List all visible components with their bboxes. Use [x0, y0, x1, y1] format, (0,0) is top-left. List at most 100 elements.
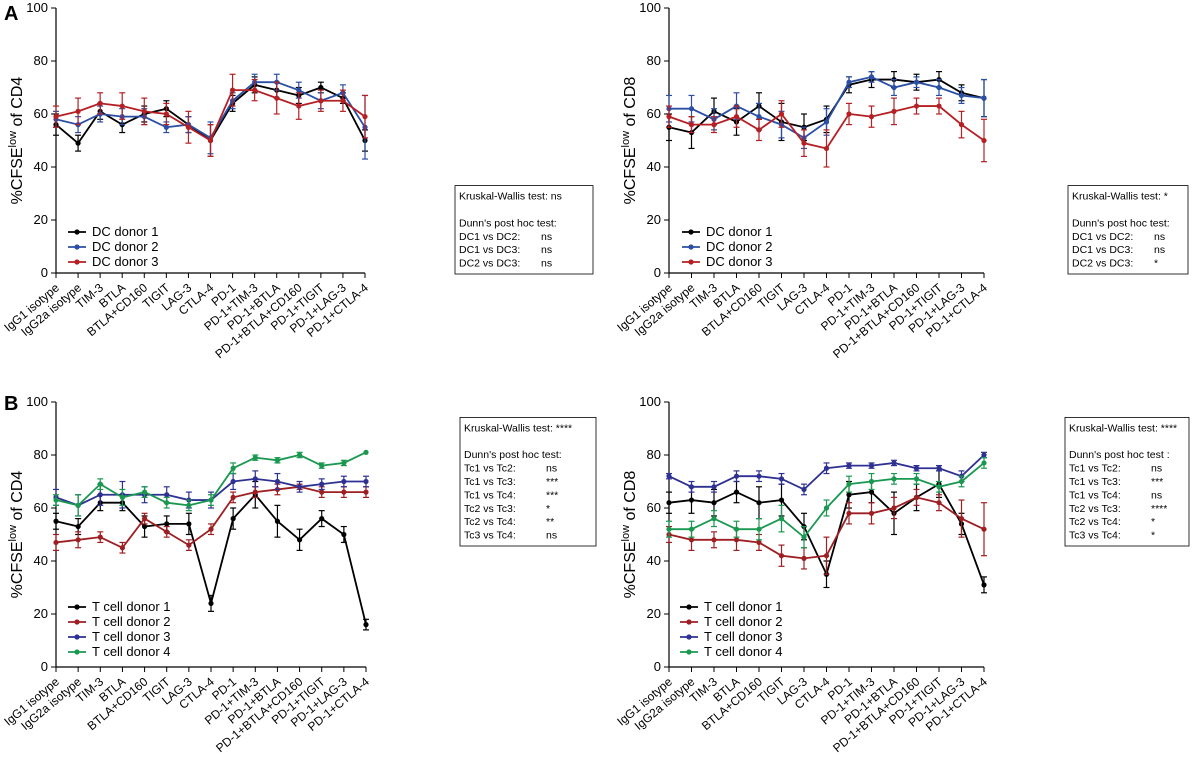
data-point — [981, 582, 987, 588]
legend-marker — [74, 619, 80, 625]
legend-label: DC donor 1 — [706, 224, 772, 239]
data-point — [53, 518, 59, 524]
stats-line: Kruskal-Wallis test: **** — [1069, 422, 1177, 434]
data-point — [823, 505, 830, 511]
data-point — [230, 516, 236, 522]
data-point — [252, 455, 258, 461]
legend-marker — [686, 604, 692, 610]
data-point — [186, 521, 192, 527]
stats-line: Tc3 vs Tc4: — [464, 530, 516, 542]
data-point — [164, 500, 170, 506]
legend-marker — [74, 634, 80, 640]
stats-line: Kruskal-Wallis test: **** — [464, 422, 572, 434]
data-point — [688, 122, 695, 128]
data-point — [53, 114, 59, 120]
series-dc-donor-3 — [53, 73, 368, 157]
stats-line: DC2 vs DC3: — [1072, 258, 1133, 270]
data-point — [823, 145, 830, 152]
data-point — [733, 114, 740, 120]
data-point — [823, 465, 830, 471]
data-point — [666, 526, 672, 532]
legend-marker — [74, 649, 80, 655]
data-point — [318, 98, 324, 104]
data-point — [711, 537, 717, 543]
y-tick-label: 20 — [647, 606, 661, 621]
data-point — [186, 542, 192, 548]
legend-marker — [686, 619, 692, 625]
stats-box — [1064, 416, 1190, 547]
stats-line: Dunn's post hoc test: — [464, 449, 562, 461]
y-tick-label: 100 — [26, 394, 48, 409]
data-point — [75, 140, 81, 146]
stats-line: DC1 vs DC2: — [1072, 231, 1133, 243]
data-point — [711, 516, 717, 522]
data-point — [274, 95, 280, 101]
stats-box — [459, 416, 597, 547]
data-point — [756, 526, 762, 532]
data-point — [141, 489, 148, 495]
y-tick-label: 40 — [647, 159, 661, 174]
stats-value: ns — [1154, 231, 1165, 243]
y-axis-label: %CFSElow of CD4 — [7, 77, 26, 205]
data-point — [229, 87, 236, 93]
data-point — [252, 489, 258, 495]
stats-line: Dunn's post hoc test : — [1069, 449, 1170, 461]
legend-marker — [686, 649, 692, 655]
data-point — [75, 108, 81, 114]
data-point — [341, 531, 347, 538]
y-axis-label-tail: of CD4 — [9, 77, 26, 131]
data-point — [688, 526, 695, 532]
data-point — [868, 74, 875, 80]
panel-letter-a: A — [4, 3, 18, 25]
data-point — [913, 103, 920, 109]
data-point — [274, 457, 281, 463]
stats-line: Tc2 vs Tc4: — [464, 516, 516, 528]
data-point — [164, 529, 170, 535]
data-point — [75, 523, 81, 530]
data-point — [75, 502, 81, 508]
data-point — [296, 484, 303, 490]
data-point — [319, 516, 325, 522]
data-point — [711, 122, 717, 128]
y-tick-label: 100 — [639, 0, 661, 15]
data-point — [756, 127, 762, 133]
y-tick-label: 20 — [647, 212, 661, 227]
data-point — [319, 489, 325, 495]
data-point — [119, 103, 125, 109]
data-point — [341, 478, 347, 485]
y-tick-label: 20 — [34, 212, 48, 227]
data-point — [891, 476, 897, 482]
data-point — [868, 478, 875, 485]
legend-marker — [74, 259, 80, 265]
data-point — [296, 537, 303, 543]
data-point — [230, 478, 236, 485]
data-point — [778, 516, 785, 522]
y-axis-label: %CFSElow of CD8 — [620, 471, 639, 599]
data-point — [319, 481, 325, 487]
data-point — [846, 492, 852, 498]
legend-label: DC donor 3 — [92, 254, 158, 269]
data-point — [981, 452, 987, 458]
y-axis-label-main: %CFSE — [622, 147, 639, 204]
data-point — [163, 124, 169, 130]
data-point — [801, 486, 807, 493]
stats-line: Tc1 vs Tc4: — [1069, 489, 1121, 501]
data-point — [296, 103, 302, 109]
data-point — [296, 452, 303, 458]
data-point — [185, 124, 192, 130]
data-point — [936, 500, 942, 506]
data-point — [164, 492, 170, 498]
legend-label: T cell donor 3 — [704, 629, 783, 644]
series-dc-donor-3 — [666, 97, 987, 168]
y-axis-label-main: %CFSE — [622, 541, 639, 598]
data-point — [252, 87, 258, 93]
data-point — [868, 510, 875, 516]
data-point — [846, 510, 852, 516]
data-point — [97, 492, 103, 498]
legend-label: T cell donor 1 — [92, 599, 171, 614]
y-axis-label-sup: low — [620, 525, 632, 542]
stats-line: DC1 vs DC2: — [459, 231, 520, 243]
y-tick-label: 40 — [34, 553, 48, 568]
